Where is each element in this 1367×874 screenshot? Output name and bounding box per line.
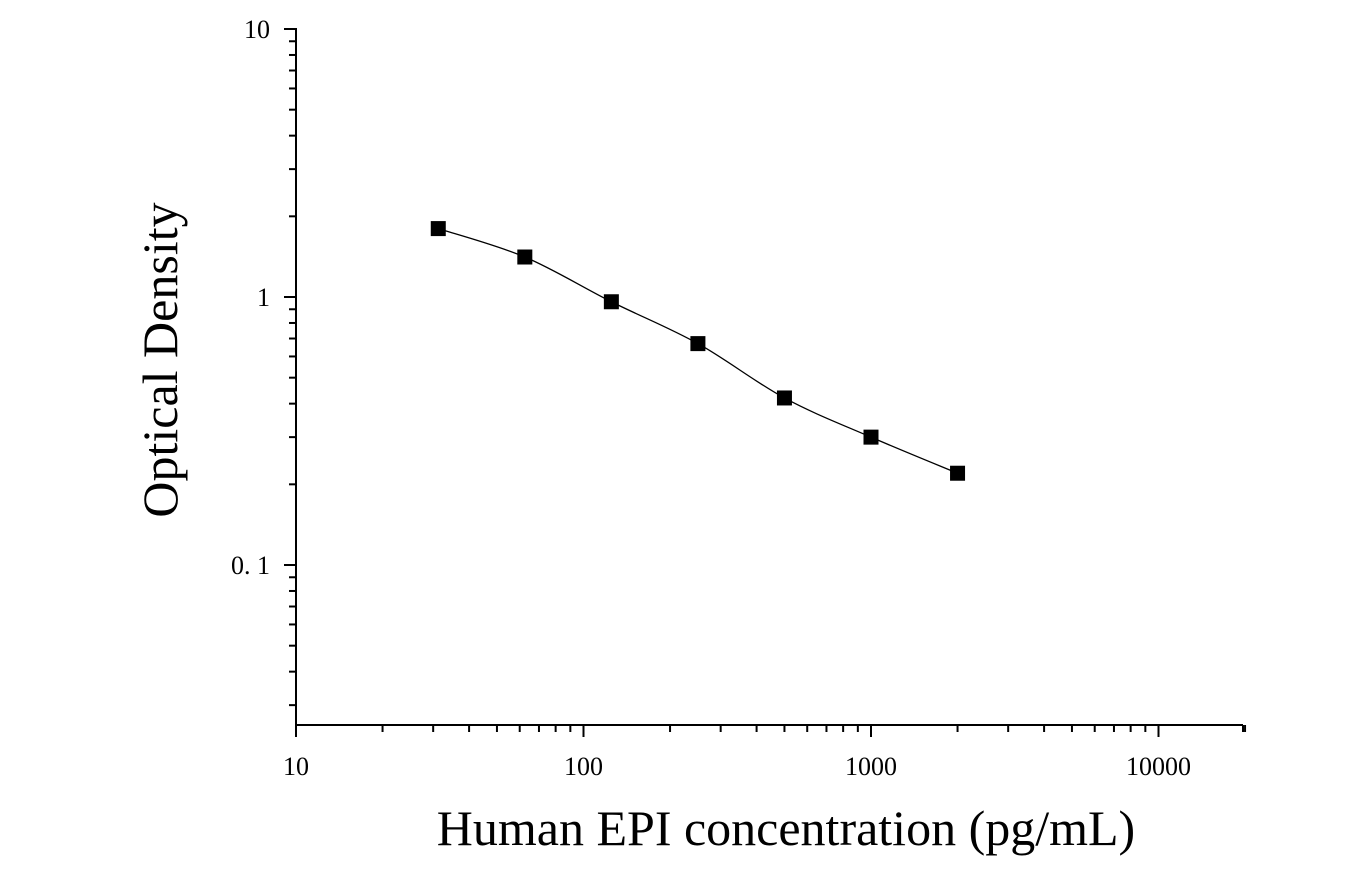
data-points <box>430 221 966 481</box>
axes <box>295 28 1243 726</box>
tick-labels: 10 100 1000 10000 0. 1 1 10 <box>231 15 1191 781</box>
y-tick-label: 1 <box>257 283 270 312</box>
data-point-square <box>863 429 879 445</box>
x-axis-title: Human EPI concentration (pg/mL) <box>437 800 1135 856</box>
data-point-square <box>776 390 792 406</box>
data-point-square <box>430 221 446 237</box>
data-point-square <box>603 294 619 310</box>
data-point-square <box>950 465 966 481</box>
data-point-square <box>517 249 533 265</box>
data-point-square <box>690 336 706 352</box>
y-tick-label: 10 <box>244 15 270 44</box>
x-tick-label: 10000 <box>1126 752 1191 781</box>
y-axis-title: Optical Density <box>132 202 188 517</box>
y-tick-label: 0. 1 <box>231 551 270 580</box>
tick-marks <box>284 28 1247 737</box>
x-tick-label: 100 <box>564 752 603 781</box>
x-tick-label: 10 <box>283 752 309 781</box>
x-tick-label: 1000 <box>845 752 897 781</box>
